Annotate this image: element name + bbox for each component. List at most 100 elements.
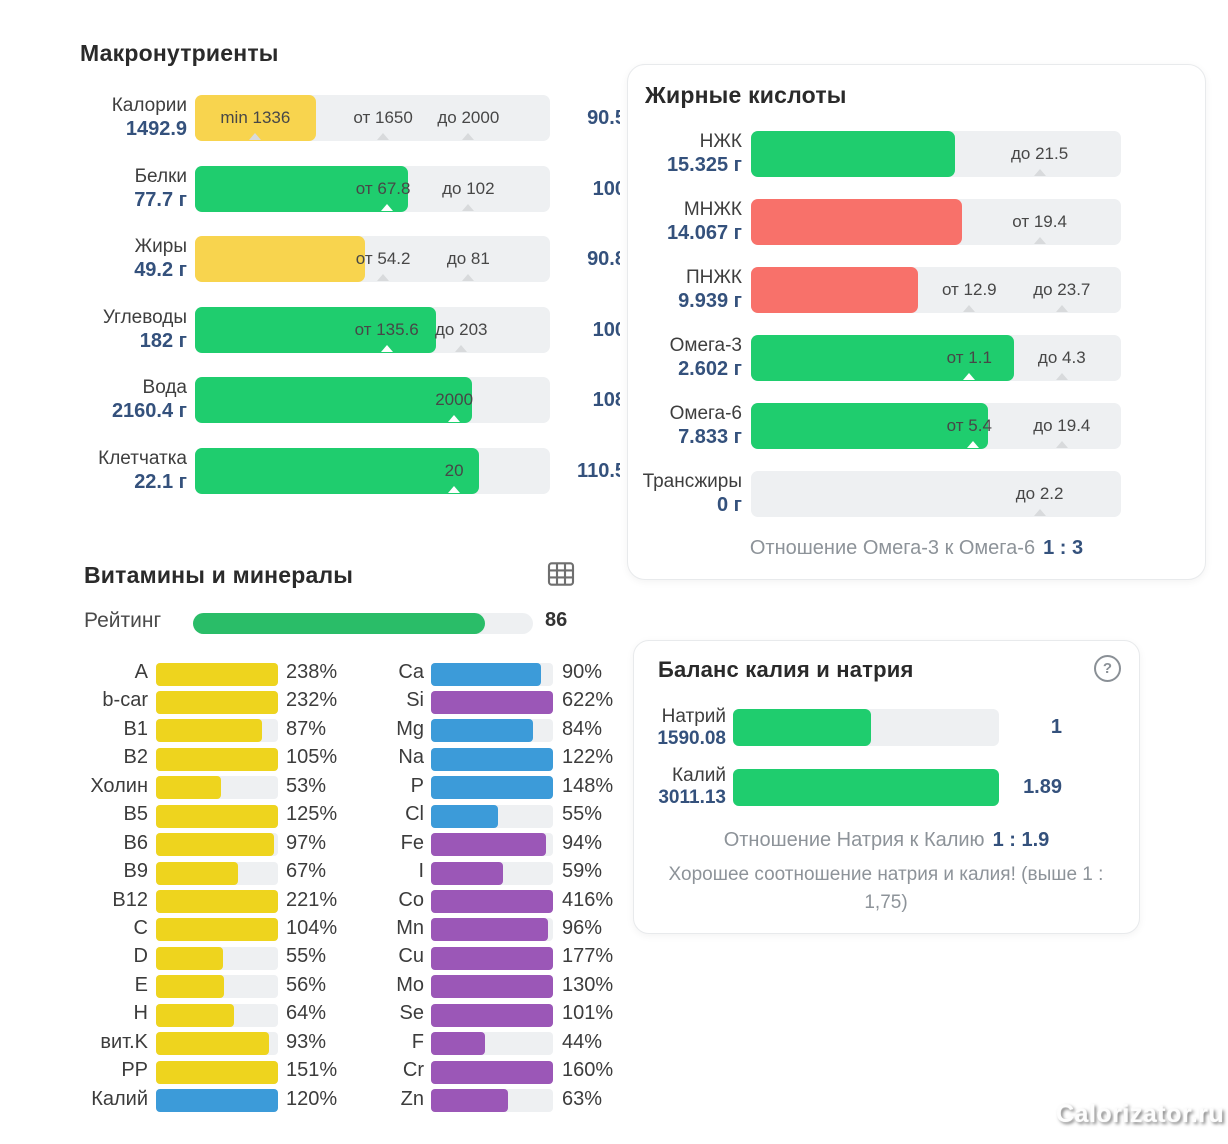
balance-note: Хорошее соотношение натрия и калия! (выш…	[668, 864, 1104, 913]
progress-fill	[431, 1060, 553, 1084]
progress-bar	[156, 890, 278, 913]
threshold-tick-icon	[377, 274, 390, 282]
percent-of-norm: 125%	[286, 803, 338, 826]
percent-of-norm: 148%	[562, 774, 613, 797]
nutrient-row: Белки 77.7 г от 67.8 до 102 100	[0, 155, 620, 226]
nutrient-label: МНЖК 14.067 г	[628, 197, 742, 247]
threshold-tick-icon	[462, 274, 475, 282]
bar-threshold-label: от 12.9	[941, 280, 997, 299]
percent-of-norm: 63%	[562, 1087, 603, 1110]
progress-fill	[156, 918, 278, 942]
micronutrient-row: B9 67%	[0, 859, 350, 887]
progress-fill	[431, 1089, 508, 1113]
progress-fill	[431, 1032, 485, 1056]
percent-of-norm: 55%	[286, 945, 327, 968]
nutrient-name: Омега-6	[669, 403, 742, 424]
percent-of-norm: 44%	[562, 1030, 603, 1053]
micronutrient-row: PP 151%	[0, 1058, 350, 1086]
progress-fill	[156, 747, 278, 771]
micronutrient-name: B5	[123, 803, 148, 826]
progress-fill	[431, 662, 541, 686]
progress-fill	[431, 890, 553, 913]
help-icon[interactable]: ?	[1094, 655, 1121, 682]
nutrient-label: Омега-6 7.833 г	[628, 401, 742, 451]
percent-of-norm: 108	[592, 389, 620, 412]
nutrient-row: НЖК 15.325 г до 21.5	[628, 120, 1205, 188]
micronutrient-name: D	[133, 945, 148, 968]
nutrient-row: Омега-3 2.602 г от 1.1 до 4.3	[628, 324, 1205, 392]
ratio-value: 1 : 1.9	[992, 829, 1050, 851]
progress-fill	[751, 199, 962, 245]
progress-bar	[431, 946, 553, 970]
rating-fill	[193, 613, 486, 634]
progress-bar: 2000	[195, 377, 550, 424]
micronutrient-row: Si 622%	[330, 688, 613, 716]
progress-bar: до 21.5	[751, 131, 1121, 177]
percent-of-norm: 56%	[286, 973, 327, 996]
progress-bar: 20	[195, 447, 550, 494]
micronutrient-row: b-car 232%	[0, 688, 350, 716]
fatty-acids-panel: Жирные кислоты НЖК 15.325 г до 21.5 МНЖК…	[627, 64, 1206, 580]
nutrient-label: Натрий 1590.08	[634, 706, 726, 749]
progress-fill	[156, 861, 238, 885]
progress-fill	[156, 833, 275, 857]
omega-ratio-line: Отношение Омега-3 к Омега-6 1 : 3	[628, 537, 1205, 560]
percent-of-norm: 160%	[562, 1059, 613, 1082]
bar-threshold-label: 2000	[435, 390, 474, 410]
percent-of-norm: 59%	[562, 860, 603, 883]
micronutrient-row: I 59%	[330, 859, 613, 887]
nutrient-amount: 9.939 г	[678, 290, 742, 312]
micronutrient-name: C	[133, 916, 148, 939]
micronutrient-row: B2 105%	[0, 745, 350, 773]
percent-of-norm: 100	[592, 177, 620, 200]
progress-fill	[195, 377, 472, 424]
nutrient-label: Жиры 49.2 г	[0, 234, 187, 284]
nutrient-row: Вода 2160.4 г 2000 108	[0, 366, 620, 437]
micronutrient-row: вит.K 93%	[0, 1030, 350, 1058]
progress-fill	[431, 1003, 553, 1027]
nutrient-amount: 2.602 г	[678, 358, 742, 380]
percent-of-norm: 55%	[562, 803, 603, 826]
progress-bar	[431, 833, 553, 857]
threshold-notch-icon	[963, 373, 976, 380]
omega-ratio-value: 1 : 3	[1043, 537, 1084, 559]
nutrient-amount: 2160.4 г	[111, 400, 187, 423]
percent-of-norm: 232%	[286, 689, 338, 712]
progress-fill	[733, 709, 872, 746]
bar-threshold-label: от 135.6	[354, 319, 419, 339]
micronutrient-name: Холин	[90, 774, 148, 797]
progress-bar: от 19.4	[751, 199, 1121, 245]
progress-bar: от 67.8 до 102	[195, 165, 550, 212]
bar-threshold-label: до 23.7	[1033, 280, 1091, 299]
nutrient-amount: 7.833 г	[678, 426, 742, 448]
nutrient-row: Натрий 1590.08 1	[634, 706, 1139, 769]
progress-fill	[431, 747, 553, 771]
nutrient-row: Клетчатка 22.1 г 20 110.5	[0, 437, 620, 508]
threshold-tick-icon	[1033, 509, 1046, 516]
micronutrient-row: A 238%	[0, 660, 350, 688]
progress-fill	[156, 975, 225, 999]
progress-bar: от 1.1 до 4.3	[751, 335, 1121, 381]
percent-of-norm: 1	[1050, 716, 1062, 738]
progress-bar: от 135.6 до 203	[195, 306, 550, 353]
micronutrient-row: E 56%	[0, 973, 350, 1001]
nutrient-amount: 77.7 г	[134, 188, 187, 211]
micronutrient-name: вит.K	[100, 1030, 148, 1053]
progress-bar	[431, 1060, 553, 1084]
nutrient-amount: 14.067 г	[666, 222, 742, 244]
progress-fill	[195, 306, 437, 353]
progress-fill	[156, 804, 278, 828]
nutrient-label: Калории 1492.9	[0, 93, 187, 143]
nutrient-amount: 22.1 г	[134, 470, 187, 493]
progress-fill	[431, 861, 503, 885]
nutrient-name: Жиры	[134, 236, 187, 258]
progress-fill	[156, 946, 224, 970]
nutrient-amount: 182 г	[139, 329, 187, 352]
table-icon[interactable]	[545, 558, 577, 590]
percent-of-norm: 94%	[562, 831, 603, 854]
nutrient-label: Вода 2160.4 г	[0, 375, 187, 425]
progress-bar	[431, 861, 553, 885]
bar-threshold-label: 20	[444, 460, 464, 480]
bar-threshold-label: до 2.2	[1015, 484, 1064, 503]
